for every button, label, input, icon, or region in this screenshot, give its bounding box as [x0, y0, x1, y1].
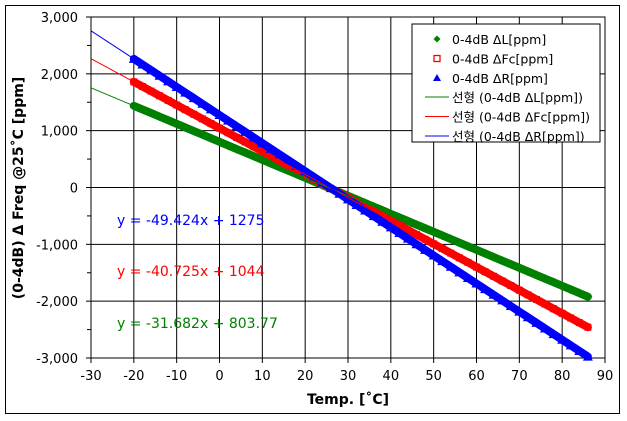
- legend-label: 0-4dB ΔR[ppm]: [452, 71, 548, 86]
- x-tick-label: 60: [468, 369, 485, 384]
- x-axis-label: Temp. [˚C]: [307, 391, 389, 408]
- x-tick-label: -20: [123, 369, 144, 384]
- trendline-equation: y = -40.725x + 1044: [117, 264, 265, 280]
- trendline: [90, 87, 589, 298]
- x-tick-label: 70: [511, 369, 528, 384]
- y-tick-label: -1,000: [36, 238, 78, 253]
- x-tick-label: 20: [297, 369, 314, 384]
- legend-triangle-icon: [433, 74, 441, 81]
- plot-area: [90, 16, 606, 359]
- trendline-equation: y = -31.682x + 803.77: [117, 316, 278, 332]
- x-tick-label: 80: [554, 369, 571, 384]
- trendline-equation: y = -49.424x + 1275: [117, 213, 265, 229]
- legend-label: 선형 (0-4dB ΔFc[ppm]): [452, 110, 590, 125]
- legend: 0-4dB ΔL[ppm] 0-4dB ΔFc[ppm] 0-4dB ΔR[ppm]…: [411, 23, 601, 144]
- legend-box: [411, 23, 601, 143]
- legend-label: 0-4dB ΔFc[ppm]: [452, 52, 553, 67]
- legend-label: 선형 (0-4dB ΔL[ppm]): [452, 90, 583, 105]
- x-tick-label: 50: [425, 369, 442, 384]
- x-tick-label: 30: [340, 369, 357, 384]
- y-tick-label: 3,000: [41, 11, 78, 26]
- x-tick-label: 10: [254, 369, 271, 384]
- legend-diamond-icon: [433, 35, 441, 43]
- y-tick-label: -3,000: [36, 352, 78, 367]
- x-tick-label: -10: [166, 369, 187, 384]
- legend-square-icon: [433, 54, 441, 63]
- y-tick-label: 2,000: [41, 68, 78, 83]
- data-point-marker: [583, 292, 593, 302]
- chart-frame: [5, 5, 620, 414]
- x-tick-label: 40: [383, 369, 400, 384]
- x-tick-label: 90: [597, 369, 614, 384]
- trendline: [90, 58, 589, 328]
- y-tick-label: 0: [70, 182, 78, 197]
- y-axis-label: (0-4dB) Δ Freq @25˚C [ppm]: [10, 77, 27, 299]
- trendline: [90, 30, 589, 358]
- legend-label: 선형 (0-4dB ΔR[ppm]): [452, 129, 585, 144]
- x-tick-label: 0: [215, 369, 223, 384]
- y-tick-label: -2,000: [36, 295, 78, 310]
- y-tick-label: 1,000: [41, 125, 78, 140]
- legend-label: 0-4dB ΔL[ppm]: [452, 32, 546, 47]
- x-tick-label: -30: [80, 369, 101, 384]
